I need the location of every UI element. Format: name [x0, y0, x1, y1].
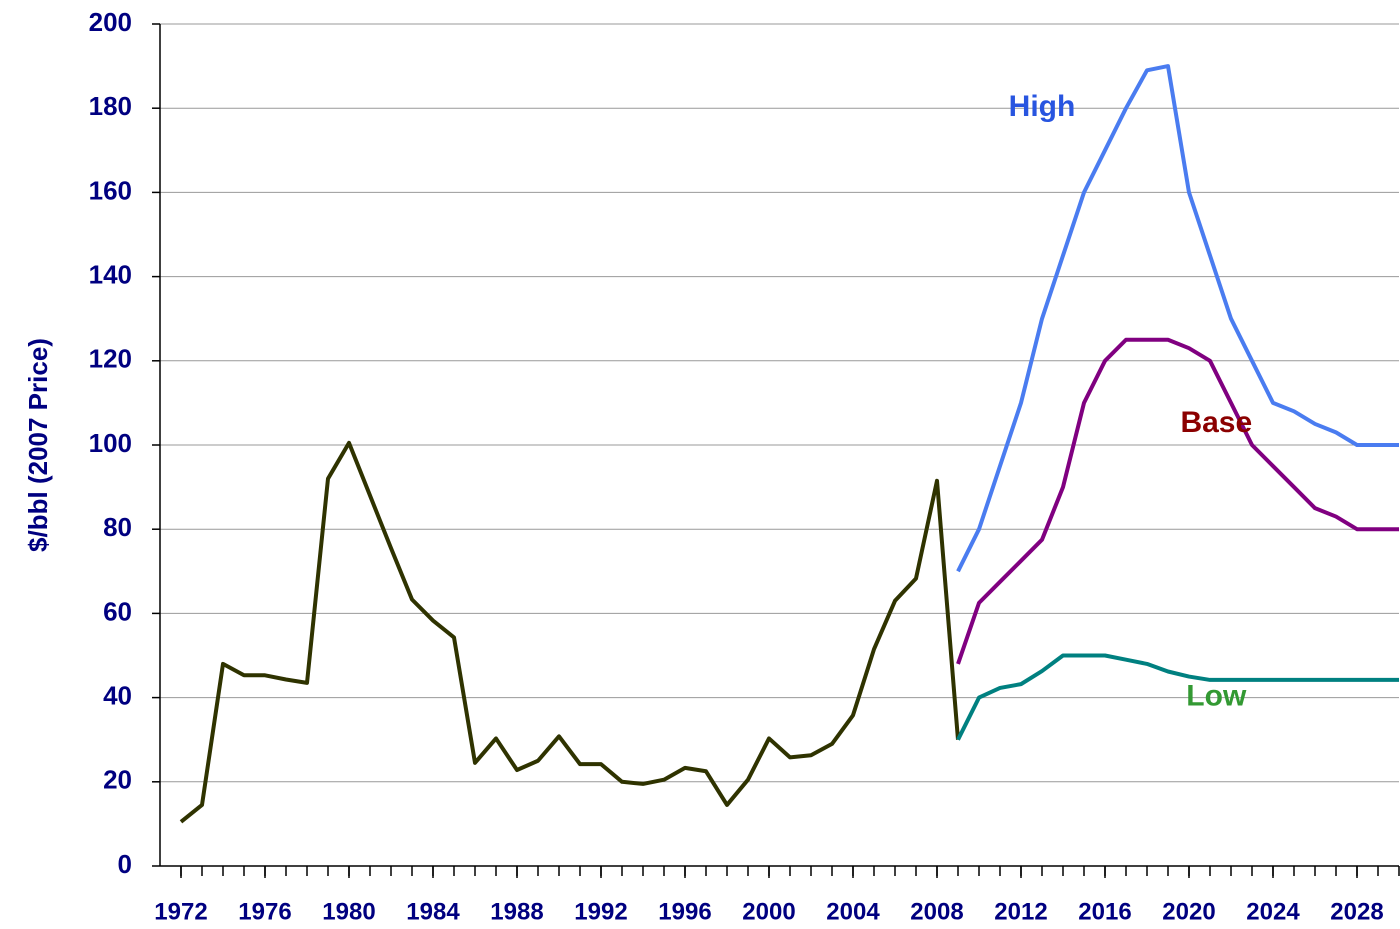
annotation: High: [1009, 90, 1076, 123]
y-tick-label: 40: [103, 680, 132, 710]
y-tick-label: 180: [89, 91, 132, 121]
x-tick-label: 2024: [1246, 898, 1300, 925]
x-tick-label: 1984: [406, 898, 460, 925]
y-tick-label: 120: [89, 344, 132, 374]
x-tick-label: 2012: [994, 898, 1047, 925]
y-tick-label: 100: [89, 428, 132, 458]
x-tick-label: 2008: [910, 898, 963, 925]
series-line: [179, 440, 960, 824]
y-tick-label: 20: [103, 765, 132, 795]
y-tick-label: 80: [103, 512, 132, 542]
x-tick-label: 1976: [238, 898, 291, 925]
x-tick-label: 1988: [490, 898, 543, 925]
x-tick-label: 2000: [742, 898, 795, 925]
x-tick-label: 2028: [1330, 898, 1383, 925]
y-tick-label: 0: [118, 849, 132, 879]
y-tick-label: 160: [89, 175, 132, 205]
y-tick-label: 200: [89, 7, 132, 37]
y-axis-label: $/bbl (2007 Price): [23, 338, 53, 552]
x-tick-label: 1996: [658, 898, 711, 925]
series-line: [956, 337, 1399, 665]
y-tick-label: 60: [103, 596, 132, 626]
x-tick-label: 2004: [826, 898, 880, 925]
series-line: [956, 653, 1399, 741]
x-tick-label: 1972: [154, 898, 207, 925]
y-tick-label: 140: [89, 259, 132, 289]
series-line: [956, 64, 1399, 573]
annotation: Low: [1186, 680, 1247, 713]
annotation: Base: [1180, 406, 1252, 439]
x-tick-label: 1992: [574, 898, 627, 925]
x-tick-label: 2016: [1078, 898, 1131, 925]
x-tick-label: 2020: [1162, 898, 1215, 925]
x-tick-label: 1980: [322, 898, 375, 925]
